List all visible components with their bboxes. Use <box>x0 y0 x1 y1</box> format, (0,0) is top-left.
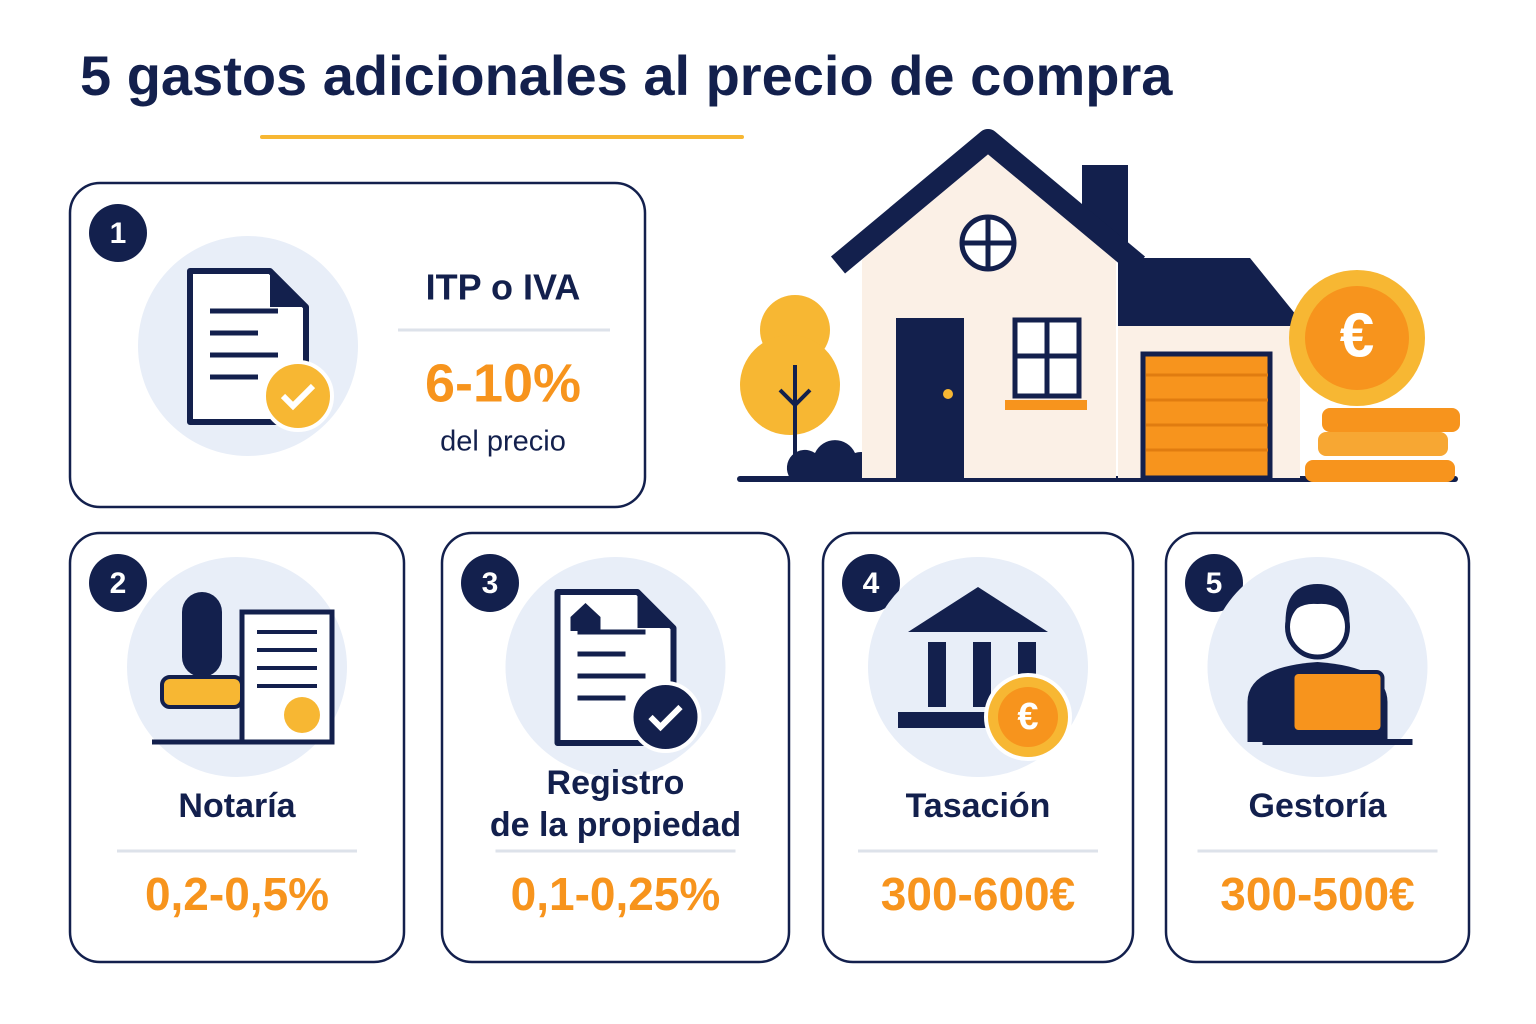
card-value: 0,2-0,5% <box>145 868 329 920</box>
number-badge <box>89 204 147 262</box>
card-label: Gestoría <box>1249 787 1388 825</box>
card-label: Registro <box>547 764 685 802</box>
card-label: ITP o IVA <box>426 267 581 308</box>
svg-text:€: € <box>1017 696 1038 738</box>
card-value: 0,1-0,25% <box>511 868 721 920</box>
card-icon <box>138 236 358 456</box>
card-icon: € <box>868 557 1088 777</box>
card-value: 6-10% <box>425 353 581 413</box>
number-badge <box>89 554 147 612</box>
number-badge <box>1185 554 1243 612</box>
svg-text:€: € <box>1340 301 1374 370</box>
card-label: Tasación <box>906 787 1051 825</box>
card-value: 300-500€ <box>1220 868 1414 920</box>
title: 5 gastos adicionales al precio de compra <box>80 44 1173 107</box>
card-value: 300-600€ <box>881 868 1075 920</box>
card-icon <box>505 557 726 777</box>
card-number: 1 <box>110 217 127 250</box>
number-badge <box>842 554 900 612</box>
house-illustration: € <box>737 129 1460 482</box>
card-label: de la propiedad <box>490 806 741 844</box>
card-note: del precio <box>440 426 566 458</box>
card-icon <box>1207 557 1428 777</box>
card-number: 4 <box>863 567 880 600</box>
card-label: Notaría <box>178 787 296 825</box>
card-icon <box>127 557 347 777</box>
card-number: 2 <box>110 567 127 600</box>
number-badge <box>461 554 519 612</box>
card-number: 3 <box>482 567 499 600</box>
card-number: 5 <box>1206 567 1223 600</box>
